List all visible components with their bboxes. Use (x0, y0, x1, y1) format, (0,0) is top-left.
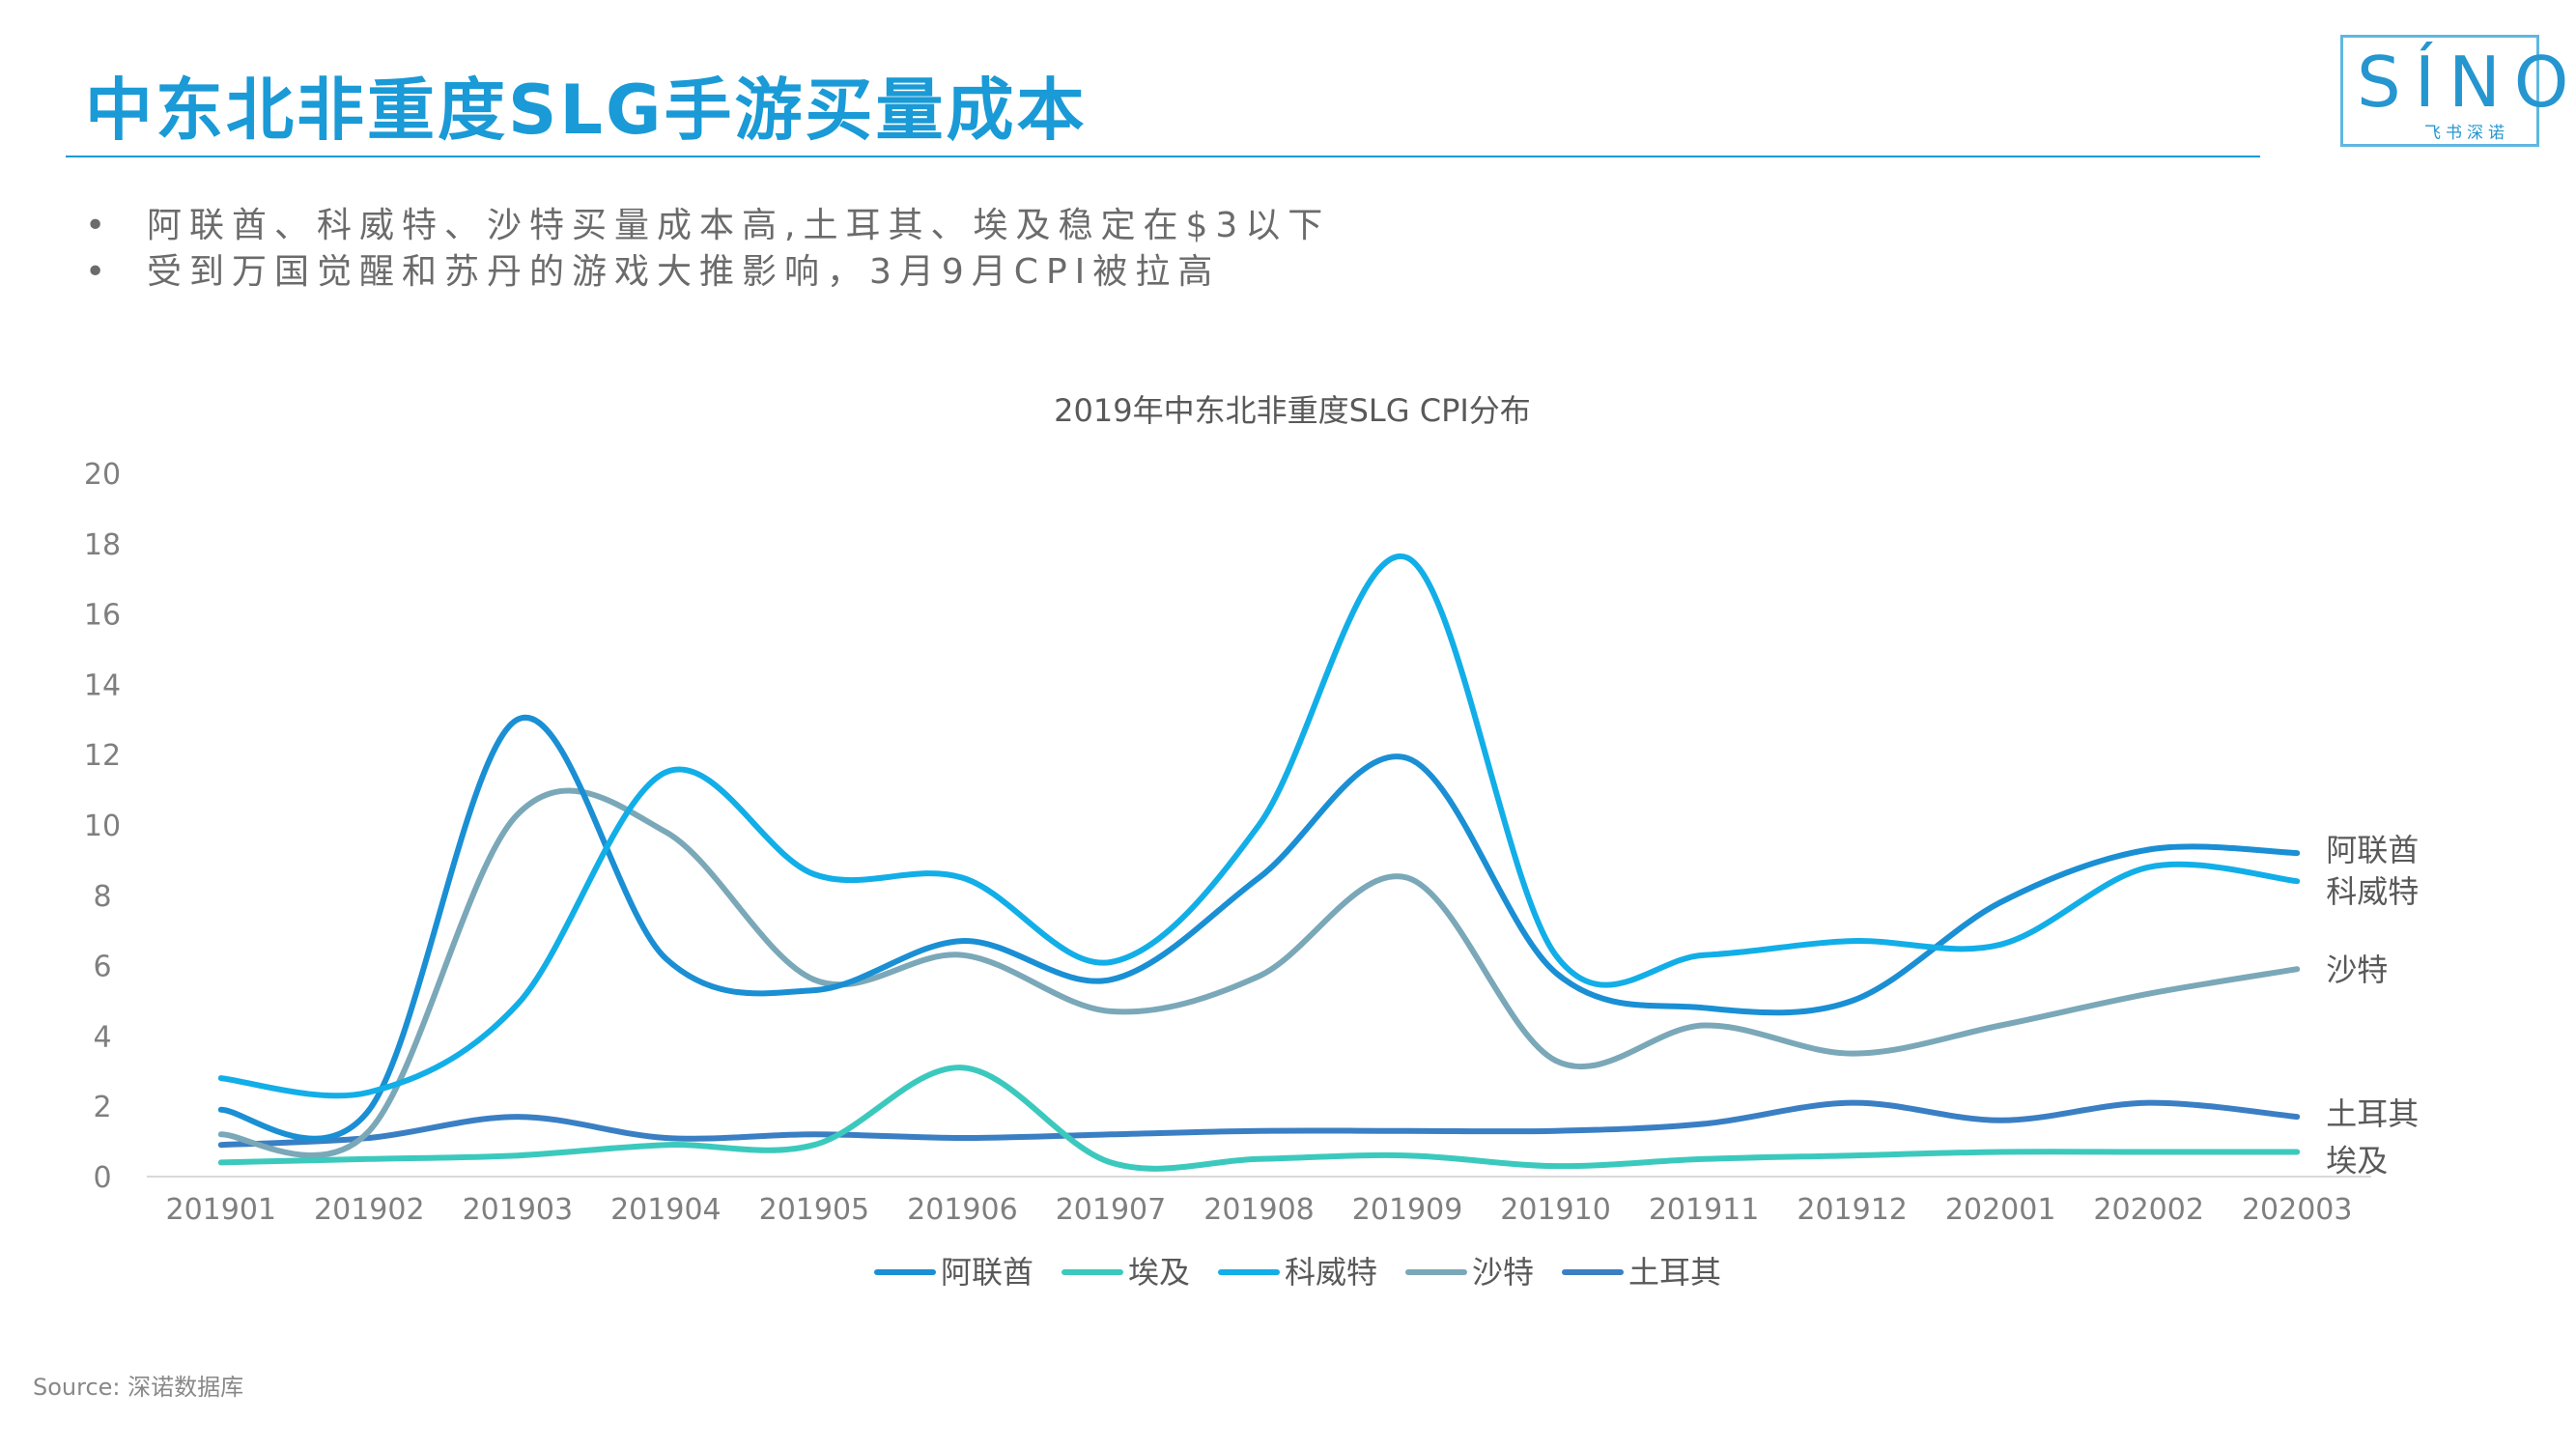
x-tick-label: 201903 (463, 1193, 574, 1227)
y-axis: 0 2 4 6 8 10 12 14 16 18 20 (84, 458, 121, 1195)
bullet-item: • 受到万国觉醒和苏丹的游戏大推影响，3月9月CPI被拉高 (85, 249, 1330, 296)
series-line (217, 787, 2301, 1159)
y-tick-label: 0 (93, 1161, 111, 1195)
title-divider (66, 156, 2260, 157)
key-points-list: • 阿联酋、科威特、沙特买量成本高,土耳其、埃及稳定在$3以下 • 受到万国觉醒和苏… (85, 203, 1330, 296)
legend-label: 土耳其 (1628, 1254, 1721, 1291)
x-tick-label: 201912 (1797, 1193, 1908, 1227)
x-tick-label: 201904 (610, 1193, 722, 1227)
chart-title: 2019年中东北非重度SLG CPI分布 (1054, 392, 1531, 429)
x-tick-label: 201905 (759, 1193, 870, 1227)
slide-title: 中东北非重度SLG手游买量成本 (85, 71, 1088, 150)
logo-tagline: 飞书深诺 (2424, 124, 2509, 143)
series-line (217, 553, 2301, 1099)
y-tick-label: 10 (84, 810, 121, 843)
x-tick-label: 201907 (1056, 1193, 1167, 1227)
x-tick-label: 201908 (1203, 1193, 1315, 1227)
y-tick-label: 14 (84, 668, 121, 702)
y-tick-label: 18 (84, 528, 121, 562)
y-tick-label: 8 (93, 880, 111, 914)
x-tick-label: 201909 (1352, 1193, 1463, 1227)
legend-label: 埃及 (1128, 1254, 1190, 1291)
y-tick-label: 16 (84, 599, 121, 633)
series-line (217, 1099, 2301, 1149)
series-end-label: 埃及 (2326, 1143, 2388, 1179)
chart-legend: 阿联酋 埃及 科威特 沙特 土耳其 (874, 1254, 1721, 1291)
bullet-text: 阿联酋、科威特、沙特买量成本高,土耳其、埃及稳定在$3以下 (147, 206, 1331, 245)
y-tick-label: 4 (93, 1020, 111, 1054)
bullet-text: 受到万国觉醒和苏丹的游戏大推影响，3月9月CPI被拉高 (147, 252, 1221, 292)
logo-wordmark: SÍNO (2357, 42, 2576, 123)
y-tick-label: 6 (93, 951, 111, 984)
x-tick-label: 202003 (2242, 1193, 2353, 1227)
series-line (217, 1065, 2301, 1172)
x-tick-label: 201911 (1649, 1193, 1760, 1227)
y-tick-label: 20 (84, 458, 121, 492)
x-tick-label: 201902 (314, 1193, 425, 1227)
y-tick-label: 12 (84, 739, 121, 773)
x-tick-label: 202002 (2093, 1193, 2204, 1227)
series-end-label: 阿联酋 (2326, 832, 2419, 868)
legend-label: 沙特 (1472, 1254, 1534, 1291)
series-end-label: 科威特 (2326, 873, 2419, 910)
x-tick-label: 201910 (1500, 1193, 1611, 1227)
x-tick-label: 201901 (166, 1193, 277, 1227)
series-end-label: 土耳其 (2326, 1095, 2419, 1132)
cpi-line-chart: 2019年中东北非重度SLG CPI分布 0 2 4 6 8 10 12 14 16 18 20 2… (84, 392, 2419, 1291)
bullet-marker: • (85, 252, 106, 292)
series-lines (217, 553, 2301, 1172)
x-tick-label: 202001 (1945, 1193, 2056, 1227)
x-axis: 201901 201902 201903 201904 201905 201906 2019… (147, 1176, 2371, 1227)
legend-label: 科威特 (1285, 1254, 1377, 1291)
bullet-item: • 阿联酋、科威特、沙特买量成本高,土耳其、埃及稳定在$3以下 (85, 203, 1330, 249)
sino-logo: SÍNO 飞书深诺 (2340, 35, 2576, 147)
x-tick-label: 201906 (907, 1193, 1018, 1227)
y-tick-label: 2 (93, 1091, 111, 1124)
source-note: Source: 深诺数据库 (33, 1374, 244, 1401)
series-end-label: 沙特 (2326, 952, 2388, 988)
series-line (217, 714, 2301, 1142)
bullet-marker: • (85, 206, 106, 245)
legend-label: 阿联酋 (941, 1254, 1033, 1291)
